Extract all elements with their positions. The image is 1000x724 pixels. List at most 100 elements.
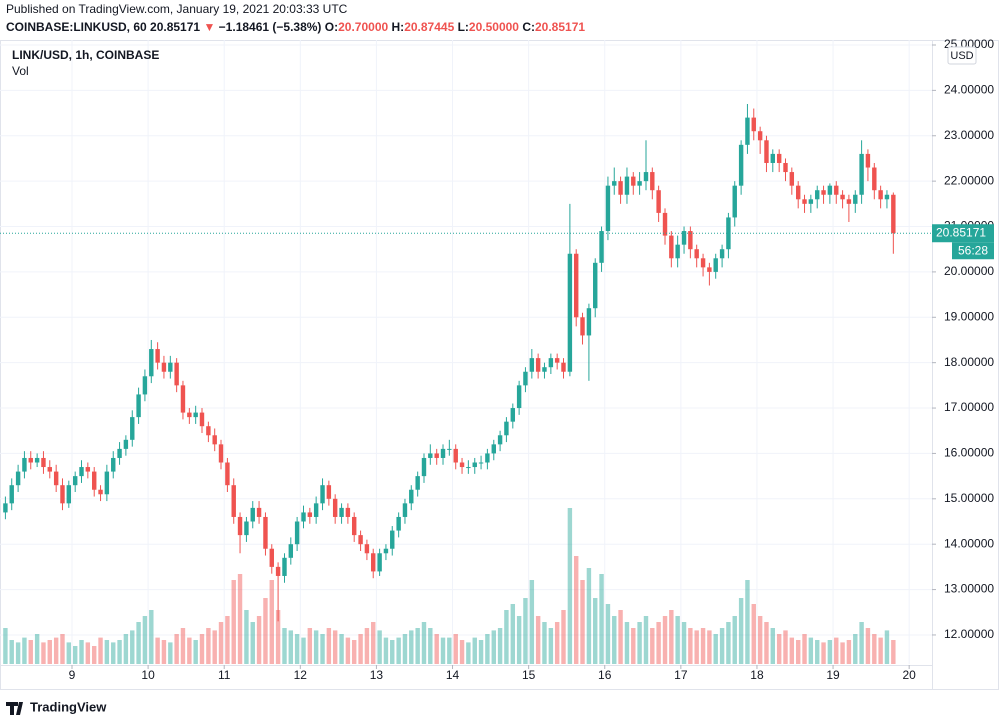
volume-bar (554, 622, 560, 664)
candle-body (111, 457, 116, 472)
volume-bar (155, 637, 160, 664)
volume-bar (428, 628, 433, 664)
x-tick-label: 20 (902, 668, 916, 682)
candle-body (34, 457, 40, 463)
candle-body (371, 553, 376, 572)
candle-body (428, 453, 433, 458)
volume-bar (282, 628, 287, 664)
countdown: 56:28 (958, 243, 988, 257)
volume-bar (561, 610, 566, 664)
volume-bar (815, 640, 820, 664)
y-tick-label: 20.00000 (944, 264, 994, 278)
volume-bar (542, 622, 547, 664)
volume-bar (409, 630, 414, 664)
volume-bar (884, 630, 890, 664)
volume-bar (688, 628, 693, 664)
volume-bar (288, 630, 294, 664)
currency[interactable]: USD (950, 50, 973, 62)
candle-body (757, 131, 763, 141)
y-tick-label: 19.00000 (944, 309, 994, 323)
volume-bar (231, 580, 236, 664)
currency-button[interactable] (947, 46, 977, 65)
x-tick-label: 10 (141, 668, 155, 682)
candle-body (41, 457, 46, 468)
volume-bar (187, 637, 192, 664)
candle-body (332, 498, 338, 517)
volume-bar (732, 616, 737, 664)
candle-body (732, 185, 737, 218)
volume-bar (161, 640, 167, 664)
x-tick-label: 19 (826, 668, 840, 682)
volume-bar (472, 637, 477, 664)
candle-body (643, 172, 649, 182)
volume-bar (535, 616, 541, 664)
candle-body (320, 485, 325, 504)
candle-body (225, 462, 230, 486)
volume-bar (206, 628, 211, 664)
volume-bar (618, 610, 623, 664)
candle-body (199, 412, 205, 427)
volume-bar (681, 622, 687, 664)
candle-body (599, 231, 604, 263)
volume-bar (371, 622, 376, 664)
candle-body (713, 258, 718, 272)
candle-body (466, 467, 471, 469)
x-tick-label: 9 (69, 668, 76, 682)
candle-body (326, 485, 332, 499)
volume-bar (111, 642, 116, 664)
candle-body (662, 212, 668, 236)
candle-body (726, 217, 731, 250)
candle-body (510, 408, 516, 422)
candle-body (22, 457, 27, 472)
volume-bar (307, 628, 313, 664)
volume-bar (358, 634, 363, 664)
volume-bar (821, 642, 826, 664)
volume-bar (434, 634, 439, 664)
candle-body (872, 167, 877, 191)
candle-body (783, 162, 788, 173)
volume-bar (339, 634, 344, 664)
candle-body (256, 507, 262, 517)
candle-body (72, 476, 78, 486)
candle-body (390, 530, 395, 549)
volume-bar (123, 634, 129, 664)
volume-bar (28, 640, 33, 664)
candle-body (529, 358, 535, 372)
candle-body (53, 471, 59, 486)
candle-body (472, 462, 477, 468)
volume-bar (738, 598, 744, 664)
candle-body (47, 467, 52, 472)
volume-bar (130, 630, 135, 664)
volume-bar (637, 622, 642, 664)
l-label: L: (457, 20, 469, 34)
candle-body (656, 190, 661, 213)
x-tick-label: 17 (674, 668, 688, 682)
candle-body (478, 462, 484, 464)
y-tick-label: 17.00000 (944, 400, 994, 414)
volume-bar (612, 616, 617, 664)
volume-bar (878, 637, 883, 664)
candle-body (827, 185, 833, 195)
volume-bar (396, 637, 401, 664)
volume-bar (377, 630, 382, 664)
volume-bar (580, 580, 585, 664)
change: −1.18461 (−5.38%) (218, 20, 322, 34)
volume-bar (104, 640, 110, 664)
volume-bar (643, 616, 649, 664)
volume-bar (263, 598, 268, 664)
candle-body (149, 349, 154, 377)
candle-body (808, 199, 814, 204)
volume-bar (79, 640, 84, 664)
candle-body (206, 426, 211, 436)
candle-body (161, 362, 167, 372)
candle-body (504, 421, 509, 436)
candle-body (212, 435, 217, 445)
candle-body (3, 503, 8, 513)
candle-body (142, 376, 148, 395)
volume-bar (669, 610, 674, 664)
volume-bar (193, 640, 198, 664)
volume-bar (802, 634, 807, 664)
volume-bar (497, 628, 503, 664)
candle-body (66, 485, 72, 504)
